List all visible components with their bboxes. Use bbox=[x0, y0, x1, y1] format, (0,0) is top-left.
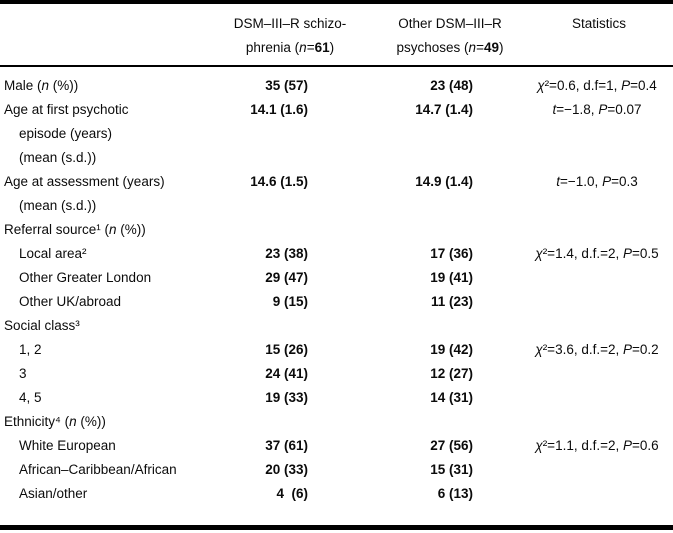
table-row: African–Caribbean/African 20 (33) 15 (31) bbox=[0, 458, 673, 482]
table-body: Male (n (%)) 35 (57) 23 (48) χ²=0.6, d.f=1,… bbox=[0, 67, 673, 506]
table-row: Male (n (%)) 35 (57) 23 (48) χ²=0.6, d.f=1,… bbox=[0, 74, 673, 98]
stats-cell: χ²=1.4, d.f.=2, P=0.5 bbox=[535, 246, 659, 261]
value-cell-schizophrenia: 4 (6) bbox=[276, 486, 308, 501]
stats-cell: χ²=0.6, d.f=1, P=0.4 bbox=[537, 78, 657, 93]
row-label: Social class³ bbox=[0, 314, 210, 338]
row-label-line: Age at assessment (years) bbox=[4, 174, 165, 189]
table-row: Local area² 23 (38) 17 (36) χ²=1.4, d.f.=2,… bbox=[0, 242, 673, 266]
row-label-line: Male (n (%)) bbox=[4, 78, 79, 93]
header-line: psychoses (n=49) bbox=[396, 40, 504, 55]
value-cell-other-psychoses: 19 (41) bbox=[430, 270, 473, 285]
row-label-line: Other UK/abroad bbox=[19, 294, 122, 309]
row-label-line: Age at first psychotic bbox=[4, 102, 129, 117]
row-label-line: (mean (s.d.)) bbox=[19, 198, 97, 213]
row-label-line: 1, 2 bbox=[19, 342, 42, 357]
row-label: Referral source¹ (n (%)) bbox=[0, 218, 210, 242]
value-cell-other-psychoses: 6 (13) bbox=[437, 486, 473, 501]
value-cell-other-psychoses: 15 (31) bbox=[430, 462, 473, 477]
table-row: Age at first psychotic episode (years) (me… bbox=[0, 98, 673, 170]
header-line: DSM–III–R schizo- bbox=[233, 16, 347, 31]
row-label: Male (n (%)) bbox=[0, 74, 210, 98]
row-label: 4, 5 bbox=[0, 386, 210, 410]
table-bottom-border bbox=[0, 525, 673, 530]
row-label-line: Ethnicity⁴ (n (%)) bbox=[4, 414, 106, 429]
header-col-statistics: Statistics bbox=[571, 16, 626, 31]
header-col-other-psychoses: Other DSM–III–R psychoses (n=49) bbox=[375, 12, 525, 65]
header-line: Other DSM–III–R bbox=[398, 16, 502, 31]
header-col-schizophrenia: DSM–III–R schizo-phrenia (n=61) bbox=[205, 12, 375, 65]
stats-cell: t=−1.8, P=0.07 bbox=[552, 102, 642, 117]
row-label: Ethnicity⁴ (n (%)) bbox=[0, 410, 210, 434]
table-row: 3 24 (41) 12 (27) bbox=[0, 362, 673, 386]
header-cell-empty bbox=[0, 12, 205, 65]
row-label: 1, 2 bbox=[0, 338, 210, 362]
value-cell-other-psychoses: 19 (42) bbox=[430, 342, 473, 357]
row-label: 3 bbox=[0, 362, 210, 386]
row-label-line: 4, 5 bbox=[19, 390, 42, 405]
row-label-line: Referral source¹ (n (%)) bbox=[4, 222, 146, 237]
row-label-line: White European bbox=[19, 438, 116, 453]
value-cell-schizophrenia: 24 (41) bbox=[265, 366, 308, 381]
value-cell-schizophrenia: 15 (26) bbox=[265, 342, 308, 357]
value-cell-schizophrenia: 9 (15) bbox=[272, 294, 308, 309]
table-row: Other Greater London 29 (47) 19 (41) bbox=[0, 266, 673, 290]
row-label-line: Local area² bbox=[19, 246, 87, 261]
table-header-row: DSM–III–R schizo-phrenia (n=61) Other DS… bbox=[0, 4, 673, 65]
table-section-row: Referral source¹ (n (%)) bbox=[0, 218, 673, 242]
row-label: Other Greater London bbox=[0, 266, 210, 290]
row-label-line: Asian/other bbox=[19, 486, 88, 501]
row-label: Age at assessment (years) (mean (s.d.)) bbox=[0, 170, 210, 218]
value-cell-schizophrenia: 14.1 (1.6) bbox=[250, 102, 308, 117]
row-label-line: (mean (s.d.)) bbox=[19, 150, 97, 165]
stats-cell: χ²=1.1, d.f.=2, P=0.6 bbox=[535, 438, 659, 453]
value-cell-schizophrenia: 20 (33) bbox=[265, 462, 308, 477]
value-cell-schizophrenia: 35 (57) bbox=[265, 78, 308, 93]
value-cell-other-psychoses: 17 (36) bbox=[430, 246, 473, 261]
row-label-line: Other Greater London bbox=[19, 270, 152, 285]
value-cell-schizophrenia: 14.6 (1.5) bbox=[250, 174, 308, 189]
value-cell-other-psychoses: 14.7 (1.4) bbox=[415, 102, 473, 117]
value-cell-schizophrenia: 19 (33) bbox=[265, 390, 308, 405]
table-row: White European 37 (61) 27 (56) χ²=1.1, d.f.… bbox=[0, 434, 673, 458]
value-cell-other-psychoses: 14.9 (1.4) bbox=[415, 174, 473, 189]
value-cell-schizophrenia: 29 (47) bbox=[265, 270, 308, 285]
stats-cell: χ²=3.6, d.f.=2, P=0.2 bbox=[535, 342, 659, 357]
table-row: 1, 2 15 (26) 19 (42) χ²=3.6, d.f.=2, P=0.2 bbox=[0, 338, 673, 362]
table-row: Other UK/abroad 9 (15) 11 (23) bbox=[0, 290, 673, 314]
row-label: Age at first psychotic episode (years) (me… bbox=[0, 98, 210, 170]
row-label: Asian/other bbox=[0, 482, 210, 506]
header-line: phrenia (n=61) bbox=[245, 40, 335, 55]
stats-cell: t=−1.0, P=0.3 bbox=[556, 174, 638, 189]
value-cell-schizophrenia: 37 (61) bbox=[265, 438, 308, 453]
table-section-row: Ethnicity⁴ (n (%)) bbox=[0, 410, 673, 434]
row-label: Other UK/abroad bbox=[0, 290, 210, 314]
row-label-line: episode (years) bbox=[19, 126, 113, 141]
row-label: Local area² bbox=[0, 242, 210, 266]
header-separator-line bbox=[0, 65, 673, 67]
row-label: White European bbox=[0, 434, 210, 458]
value-cell-schizophrenia: 23 (38) bbox=[265, 246, 308, 261]
table-row: Age at assessment (years) (mean (s.d.)) 14… bbox=[0, 170, 673, 218]
row-label-line: African–Caribbean/African bbox=[19, 462, 177, 477]
value-cell-other-psychoses: 12 (27) bbox=[430, 366, 473, 381]
table-row: 4, 5 19 (33) 14 (31) bbox=[0, 386, 673, 410]
row-label-line: Social class³ bbox=[4, 318, 80, 333]
table-row: Asian/other 4 (6) 6 (13) bbox=[0, 482, 673, 506]
value-cell-other-psychoses: 23 (48) bbox=[430, 78, 473, 93]
table-section-row: Social class³ bbox=[0, 314, 673, 338]
row-label: African–Caribbean/African bbox=[0, 458, 210, 482]
value-cell-other-psychoses: 27 (56) bbox=[430, 438, 473, 453]
value-cell-other-psychoses: 14 (31) bbox=[430, 390, 473, 405]
row-label-line: 3 bbox=[19, 366, 27, 381]
value-cell-other-psychoses: 11 (23) bbox=[430, 294, 473, 309]
table-top-border bbox=[0, 0, 673, 4]
